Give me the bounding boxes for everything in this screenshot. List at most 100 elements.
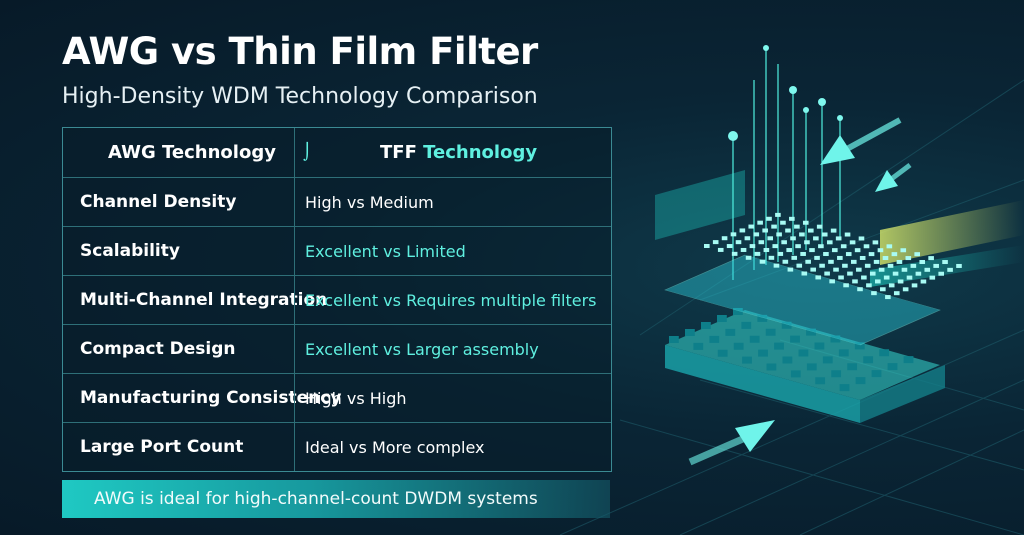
row-value: High vs Medium [294,178,611,226]
cell [873,259,880,264]
cell [864,263,871,268]
column-header: AWG Technology [108,142,276,163]
cell [802,220,809,225]
divider-icon: ⌡ [303,142,312,161]
cell [685,329,695,336]
cell [831,370,842,378]
cell [854,342,865,350]
cell [863,356,874,364]
cell [858,236,865,241]
arrows [688,117,912,466]
cell [854,248,861,253]
cell [863,244,870,249]
cell [791,255,798,260]
cell [774,342,784,350]
cell [892,271,899,276]
cell [871,370,882,378]
cell [777,251,784,256]
cell [731,251,738,256]
cell [830,335,841,343]
cell [806,328,816,336]
cell [819,263,825,268]
cell [855,377,866,385]
cell [768,255,775,260]
cell [866,283,872,288]
cell [717,349,728,357]
cell [897,279,904,284]
cell [887,263,894,268]
cell [801,271,808,276]
cell [886,244,893,249]
table-row: Manufacturing Consistency High vs High [63,373,611,422]
cell [787,267,794,272]
cell [869,271,876,276]
cell [800,251,806,256]
cell [877,248,884,253]
cell [693,342,704,350]
chip-cells [669,308,914,392]
cell [721,236,728,241]
cell [842,263,848,268]
cell [872,240,879,245]
cell [888,283,895,288]
cell [920,279,927,284]
cell [741,321,752,329]
cell [847,363,858,371]
cell [880,287,886,292]
filter-plate [664,254,941,346]
cell [845,252,852,257]
cell [840,244,847,249]
cell [782,259,789,264]
cell [781,321,792,329]
cell [757,314,768,322]
cell [911,283,918,288]
cell [759,259,766,264]
column-header: TFF Technology [294,128,611,177]
row-value: Ideal vs More complex [294,423,611,471]
comparison-table: AWG Technology ⌡ TFF Technology Channel … [62,127,612,472]
row-value: Excellent vs Limited [294,227,611,275]
beam-dots [728,45,843,141]
cell [780,220,786,225]
row-label: Multi-Channel Integration [80,290,328,310]
cell [823,252,829,257]
cell [754,251,761,256]
cell [758,240,765,245]
table-row: Large Port Count Ideal vs More complex [63,422,611,471]
cell [832,248,838,253]
cell [795,244,801,249]
title: AWG vs Thin Film Filter [62,30,538,73]
cell [794,224,800,229]
row-value: Excellent vs Larger assembly [294,325,611,373]
table-row: Multi-Channel Integration Excellent vs Re… [63,275,611,324]
grid-cells [704,212,962,300]
cell [767,236,774,241]
cell [804,240,810,245]
cell [806,363,817,371]
row-label: Channel Density [80,192,237,212]
cell [822,356,833,364]
chip-side [665,345,860,423]
cell [850,259,857,264]
cell [815,275,822,280]
light-beam [880,200,1024,265]
cell [838,349,849,357]
cell [798,349,809,357]
cell [856,267,862,272]
cell [821,232,828,237]
cell [837,255,843,260]
cell [906,275,913,280]
cell [775,212,781,217]
cell [742,356,752,364]
cell [833,267,839,272]
cell [900,248,907,253]
cell [753,232,760,237]
cell [810,267,816,272]
cell [785,228,791,233]
cell [879,349,890,357]
cell [704,244,710,248]
chip-side [860,365,945,423]
cell [815,377,826,385]
cell [887,363,898,371]
cell [871,291,877,296]
